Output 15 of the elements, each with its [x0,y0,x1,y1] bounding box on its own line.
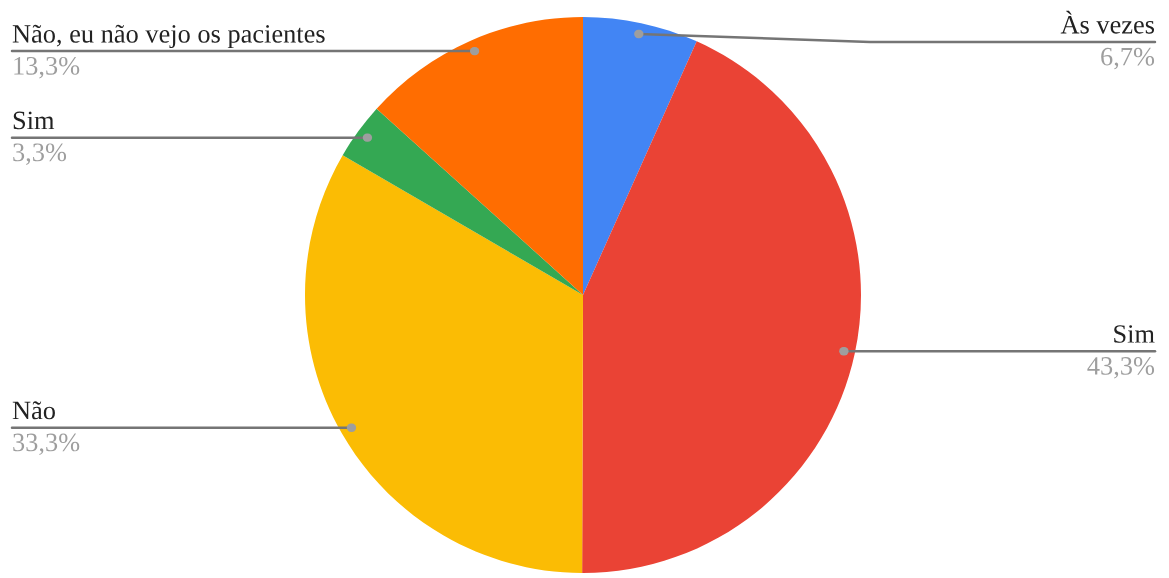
pie-slice [582,41,861,573]
slice-label: Não, eu não vejo os pacientes [12,24,325,49]
slice-label: Às vezes [1060,10,1155,34]
pie-slice [376,17,583,295]
data-label: 3,3% [13,143,67,166]
data-label: 33,3% [13,433,80,456]
pie-slice [305,155,583,573]
slice-label: Sim [13,111,55,130]
data-label: 43,3% [1087,356,1155,379]
data-label: 13,3% [14,56,80,79]
data-label: 6,7% [1101,47,1155,70]
pie-slice [583,17,697,295]
pie-slice [342,108,583,295]
slice-label: Não [12,401,55,420]
slice-label: Sim [1114,325,1155,343]
